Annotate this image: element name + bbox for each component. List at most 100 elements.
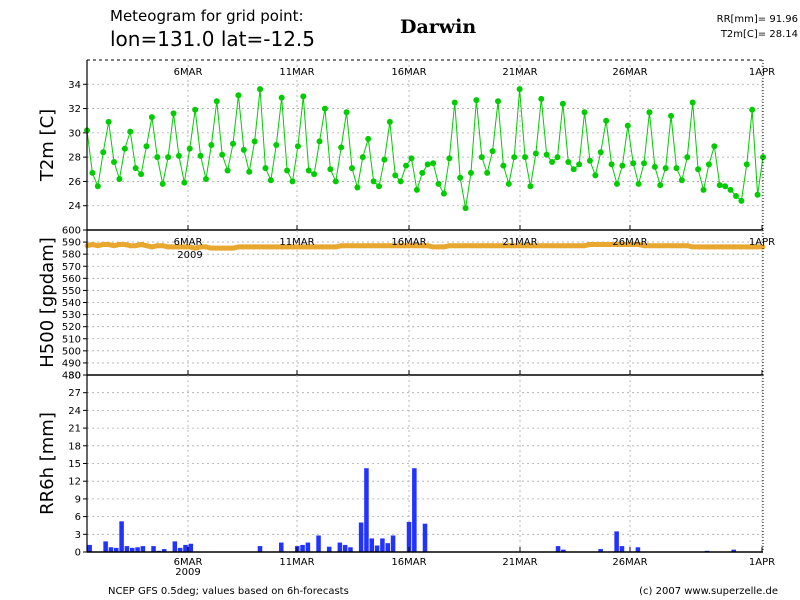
y-tick-label: 30	[68, 371, 81, 382]
year-label: 2009	[175, 567, 200, 578]
temperature-point	[624, 122, 631, 129]
temperature-point	[397, 178, 404, 185]
y-tick-label: 0	[75, 548, 81, 559]
geopotential-point	[360, 243, 366, 249]
temperature-point	[700, 186, 707, 193]
geopotential-point	[522, 243, 528, 249]
temperature-point	[684, 154, 691, 161]
y-tick-label: 12	[68, 477, 81, 488]
temperature-point	[668, 112, 675, 119]
geopotential-point	[144, 243, 149, 249]
y-axis-label: H500 [gpdam]	[37, 237, 58, 368]
precipitation-bar	[561, 549, 566, 552]
geopotential-point	[619, 242, 625, 247]
geopotential-point	[625, 242, 631, 247]
y-tick-label: 530	[62, 310, 81, 321]
geopotential-point	[630, 242, 636, 247]
footer-copyright: (c) 2007 www.superzelle.de	[639, 586, 778, 597]
temperature-point	[641, 160, 648, 167]
temperature-point	[473, 97, 480, 104]
temperature-point	[581, 109, 588, 116]
geopotential-point	[663, 243, 669, 249]
temperature-point	[678, 177, 685, 184]
geopotential-point	[749, 244, 755, 250]
geopotential-point	[219, 245, 225, 251]
temperature-point	[159, 180, 166, 187]
temperature-point	[175, 152, 182, 159]
temperature-point	[570, 166, 577, 173]
stat-precipitation-total: RR[mm]= 91.96	[717, 14, 798, 25]
y-tick-label: 6	[75, 512, 81, 523]
geopotential-point	[733, 244, 739, 250]
geopotential-point	[668, 243, 674, 249]
temperature-point	[559, 100, 566, 107]
geopotential-point	[490, 243, 495, 249]
temperature-point	[121, 145, 128, 152]
temperature-line	[86, 89, 764, 209]
temperature-point	[430, 160, 437, 167]
temperature-point	[132, 165, 139, 172]
temperature-point	[343, 109, 350, 116]
geopotential-point	[473, 243, 479, 249]
temperature-point	[165, 154, 172, 161]
temperature-point	[516, 86, 523, 93]
geopotential-point	[398, 243, 404, 249]
geopotential-point	[409, 243, 414, 249]
temperature-point	[711, 143, 718, 150]
temperature-point	[749, 106, 756, 113]
geopotential-point	[290, 244, 295, 250]
temperature-point	[646, 109, 653, 116]
x-tick-label: 1APR	[749, 557, 775, 568]
temperature-point	[419, 169, 426, 176]
geopotential-point	[355, 243, 360, 249]
y-tick-label: 520	[62, 322, 81, 333]
temperature-point	[197, 152, 204, 159]
temperature-point	[489, 148, 496, 155]
y-tick-label: 21	[68, 424, 81, 435]
precipitation-bar	[151, 546, 156, 552]
precipitation-bar	[172, 541, 178, 552]
geopotential-point	[371, 243, 377, 249]
temperature-point	[386, 118, 393, 125]
temperature-point	[716, 182, 723, 189]
geopotential-point	[598, 242, 604, 247]
temperature-point	[240, 146, 247, 153]
geopotential-point	[306, 244, 312, 250]
temperature-point	[478, 154, 485, 161]
x-tick-label: 21MAR	[502, 557, 537, 568]
precipitation-bar	[635, 547, 641, 552]
y-tick-label: 18	[68, 441, 81, 452]
precipitation-bar	[326, 546, 332, 552]
geopotential-point	[171, 244, 176, 250]
geopotential-point	[533, 243, 539, 249]
precipitation-bar	[406, 521, 412, 552]
precipitation-bar	[183, 544, 188, 552]
geopotential-point	[392, 243, 398, 249]
temperature-point	[527, 183, 534, 190]
y-tick-label: 550	[62, 286, 81, 297]
geopotential-point	[95, 243, 101, 249]
temperature-point	[408, 155, 415, 162]
temperature-point	[321, 105, 328, 112]
temperature-point	[760, 154, 766, 161]
temperature-point	[94, 183, 101, 190]
temperature-point	[538, 95, 545, 102]
geopotential-point	[117, 242, 122, 247]
geopotential-point	[436, 244, 441, 250]
geopotential-point	[133, 243, 139, 249]
temperature-point	[376, 183, 383, 190]
temperature-point	[662, 165, 669, 172]
geopotential-point	[241, 244, 247, 250]
precipitation-bar	[374, 545, 380, 552]
geopotential-point	[192, 245, 198, 251]
geopotential-point	[214, 245, 220, 251]
temperature-point	[424, 161, 431, 168]
temperature-point	[213, 98, 220, 105]
geopotential-point	[717, 244, 723, 250]
temperature-point	[500, 162, 507, 169]
x-tick-label: 16MAR	[391, 557, 426, 568]
precipitation-bar	[87, 544, 92, 552]
temperature-point	[246, 168, 253, 175]
geopotential-point	[419, 243, 425, 249]
